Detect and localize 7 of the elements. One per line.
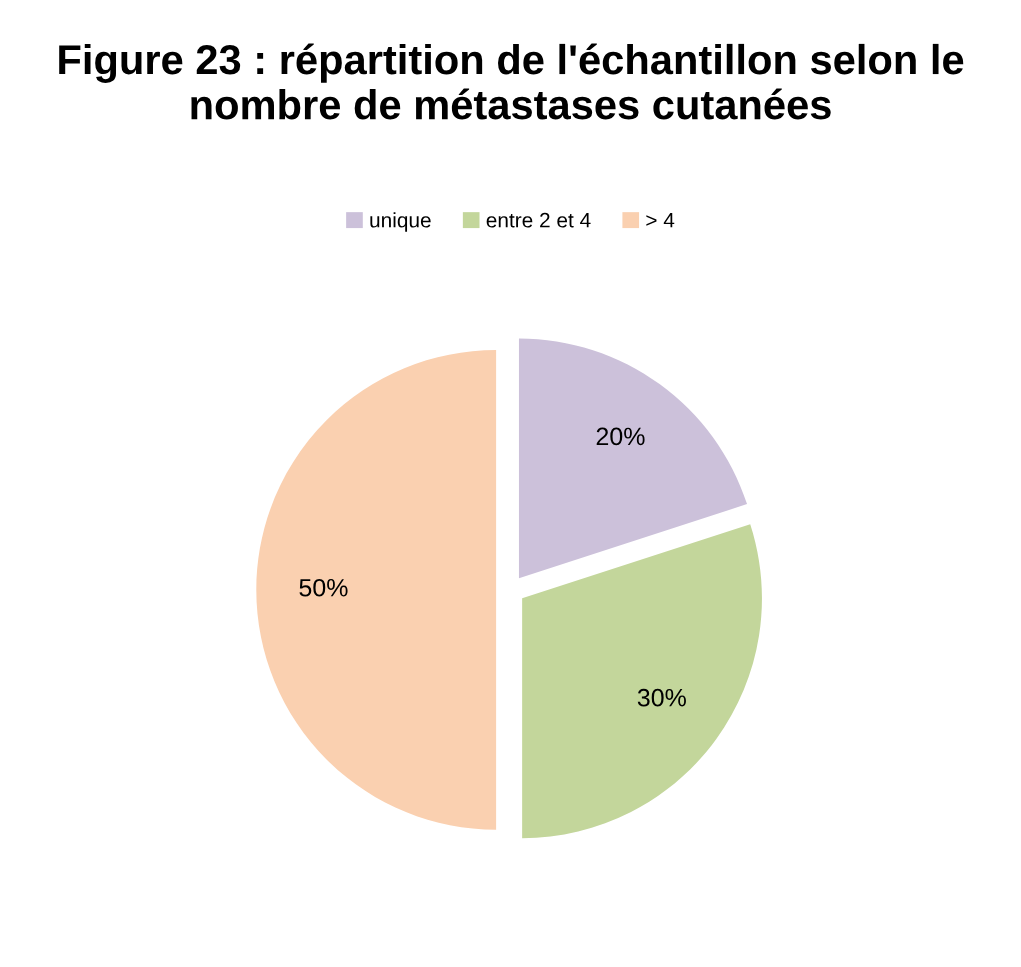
data-label: 50% <box>299 578 348 597</box>
data-label: 30% <box>637 688 686 707</box>
legend-label: entre 2 et 4 <box>486 212 591 228</box>
legend-label: unique <box>370 212 431 232</box>
data-label: 20% <box>596 427 645 446</box>
legend-label: > 4 <box>646 213 675 228</box>
chart-title: Figure 23 : répartition de l'échantillon selon le nombre de métastases cutanées <box>59 43 964 120</box>
